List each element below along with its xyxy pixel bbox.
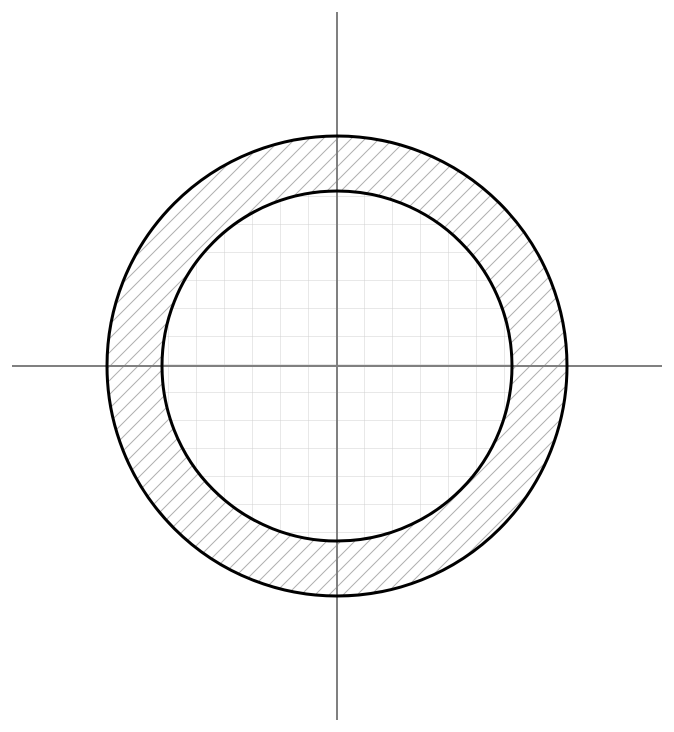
diagram-canvas [0,0,674,732]
cross-section-svg [0,0,674,732]
